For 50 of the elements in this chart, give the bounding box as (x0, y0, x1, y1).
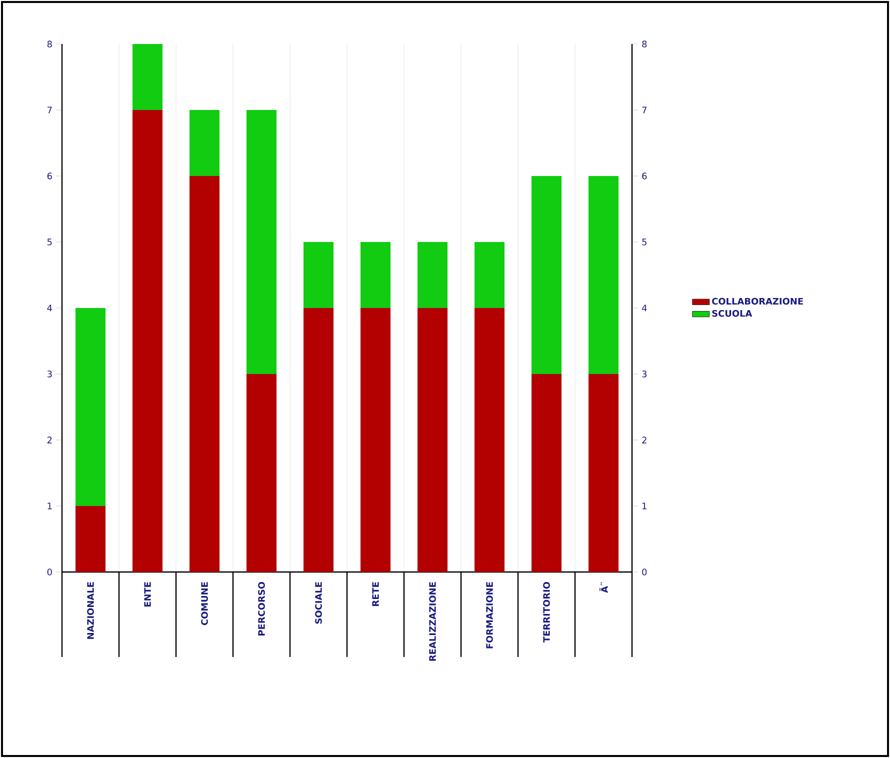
bar (588, 176, 619, 374)
y2-tick-label: 5 (47, 238, 52, 246)
x-tick-label: NAZIONALE (87, 582, 94, 639)
bar (76, 308, 106, 506)
bar (246, 374, 277, 572)
y2-tick-label: 2 (47, 436, 52, 444)
x-tick-label: COMUNE (201, 582, 208, 626)
y-tick-label: 1 (642, 502, 646, 510)
y2-tick-label: 0 (47, 568, 52, 576)
bar (418, 308, 448, 572)
y-tick-label: 3 (642, 370, 647, 378)
bar (190, 110, 220, 176)
bar (418, 242, 448, 308)
x-tick-label: PERCORSO (258, 582, 265, 636)
bar (246, 110, 277, 374)
y2-tick-label: 6 (47, 172, 52, 180)
y-tick-label: 7 (642, 106, 646, 114)
bar (76, 506, 106, 572)
x-tick-label: ENTE (144, 582, 151, 607)
y2-tick-label: 8 (47, 40, 52, 48)
legend-label: SCUOLA (712, 310, 752, 317)
x-tick-label: RETE (372, 582, 379, 606)
bar (304, 242, 334, 308)
y2-tick-label: 1 (48, 502, 52, 510)
bar (304, 308, 334, 572)
legend-label: COLLABORAZIONE (712, 298, 803, 305)
bar (474, 242, 505, 308)
x-tick-label: Ã¨ (599, 582, 608, 593)
y-tick-label: 4 (642, 304, 647, 312)
bar (474, 308, 505, 572)
bar (532, 374, 562, 572)
y-tick-label: 2 (642, 436, 646, 444)
y2-tick-label: 7 (48, 106, 52, 114)
bar (360, 308, 391, 572)
bar (132, 44, 163, 110)
y-tick-label: 8 (642, 40, 647, 48)
bar (190, 176, 220, 572)
bar (588, 374, 619, 572)
bar (532, 176, 562, 374)
bar (132, 110, 163, 572)
x-tick-label: REALIZZAZIONE (429, 582, 436, 661)
x-tick-label: FORMAZIONE (486, 582, 493, 648)
bar (360, 242, 391, 308)
y2-tick-label: 4 (47, 304, 52, 312)
x-tick-label: TERRITORIO (543, 582, 550, 642)
y-tick-label: 5 (642, 238, 646, 246)
y-tick-label: 0 (642, 568, 647, 576)
y-tick-label: 6 (642, 172, 647, 180)
y2-tick-label: 3 (47, 370, 52, 378)
x-tick-label: SOCIALE (315, 582, 322, 624)
